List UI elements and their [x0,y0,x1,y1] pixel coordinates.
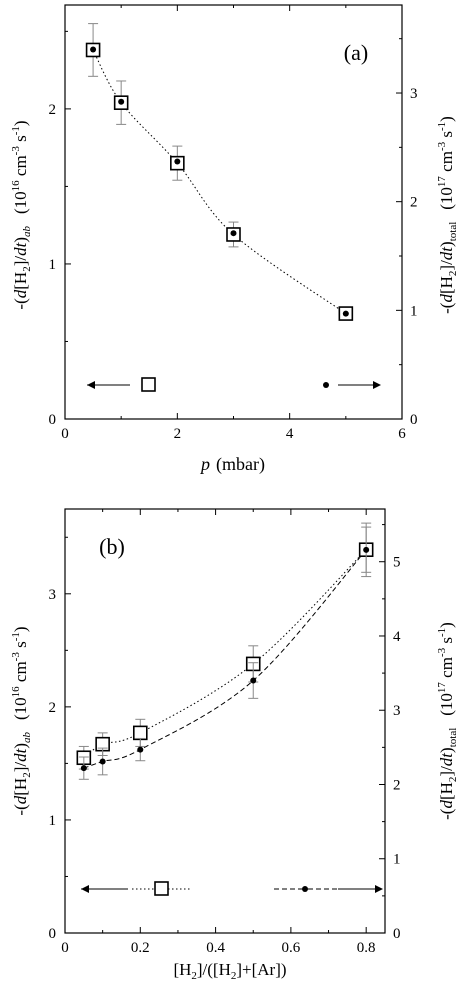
panel-b-x-axis: 0 0.2 0.4 0.6 0.8 [61,509,376,956]
y-right-tick-label: 5 [393,555,401,571]
y-right-tick-label: 2 [393,777,401,793]
x-tick-label: 0.2 [131,940,150,956]
panel-b-frame [64,508,386,934]
right-arrowhead-icon [375,885,383,893]
data-point-circle [342,310,349,317]
y-right-tick-label: 3 [393,703,401,719]
panel-a-right-ylabel: -(d[H2]/dt)total(1017 cm-3 s-1) [436,116,459,314]
y-right-tick-label: 1 [393,852,401,868]
right-arrowhead-icon [373,381,381,389]
panel-a-label: (a) [344,40,368,65]
series-circle-curve [83,549,367,769]
y-right-tick-label: 1 [410,303,418,319]
panel-a-markers [85,23,354,321]
panel-a-left-y-axis: 0 1 2 [49,30,71,428]
y-left-tick-label: 3 [49,587,57,603]
panel-b-xlabel: [H2]/([H2]+[Ar]) [173,960,286,982]
panel-b-right-ylabel: -(d[H2]/dt)total(1017 cm-3 s-1) [436,622,459,820]
panel-a-left-ylabel: -(d[H2]/dt)ab(1016 cm-3 s-1) [10,120,33,309]
data-point-circle [250,677,257,684]
x-tick-label: 0.6 [282,940,301,956]
left-arrowhead-icon [81,885,89,893]
data-point-circle [174,158,181,165]
panel-b: (b) 0 0.2 0.4 0.6 0.8 0 1 2 3 0 1 2 3 4 5 [H2]/([H2]… [10,508,459,982]
panel-b-legend-right [274,885,383,893]
y-right-tick-label: 3 [410,86,418,102]
y-left-tick-label: 2 [49,700,57,716]
panel-a-right-y-axis: 0 1 2 3 [396,38,418,428]
panel-a-fit-curves [92,49,347,314]
data-point-circle [80,765,87,772]
y-left-tick-label: 0 [49,412,57,428]
series-square-curve [83,549,367,759]
panel-b-right-y-axis: 0 1 2 3 4 5 [379,524,401,942]
panel-b-markers [76,522,374,780]
x-tick-label: 0.8 [357,940,376,956]
data-point-square [132,725,148,741]
y-left-tick-label: 0 [49,926,57,942]
y-left-tick-label: 2 [49,102,57,118]
y-right-tick-label: 4 [393,629,401,645]
panel-a-x-axis: 0 2 4 6 [61,5,406,442]
data-point-circle [99,758,106,765]
x-tick-label: 4 [286,426,294,442]
y-left-tick-label: 1 [49,257,57,273]
y-left-tick-label: 1 [49,813,57,829]
panel-a: (a) 0 2 4 6 0 1 2 0 1 2 3 p (mbar) -(d[H2]/dt)ab(… [10,4,459,475]
data-point-circle [363,546,370,553]
data-point-circle [90,46,97,53]
legend-filled-circle-icon [323,382,329,388]
legend-open-square-icon [141,377,156,392]
data-point-circle [137,746,144,753]
panel-a-xlabel: p (mbar) [199,454,265,475]
panel-b-left-ylabel: -(d[H2]/dt)ab(1016 cm-3 s-1) [10,626,33,815]
legend-filled-circle-icon [302,886,308,892]
panel-a-frame [64,4,403,420]
panel-b-left-y-axis: 0 1 2 3 [49,536,71,942]
y-right-tick-label: 0 [393,926,401,942]
x-tick-label: 0 [61,940,69,956]
data-point-circle [230,230,237,237]
panel-b-label: (b) [99,534,125,559]
y-right-tick-label: 0 [410,412,418,428]
series-square-curve [92,49,347,314]
data-point-circle [118,98,125,105]
x-tick-label: 0.4 [206,940,225,956]
x-tick-label: 0 [61,426,69,442]
panel-a-legend-right [323,381,381,389]
left-arrowhead-icon [87,381,95,389]
legend-open-square-icon [154,881,169,896]
y-right-tick-label: 2 [410,195,418,211]
panel-a-legend-left [87,377,156,392]
x-tick-label: 6 [398,426,406,442]
panel-b-legend-left [81,881,192,896]
panel-b-fit-curves [83,549,367,769]
x-tick-label: 2 [174,426,182,442]
